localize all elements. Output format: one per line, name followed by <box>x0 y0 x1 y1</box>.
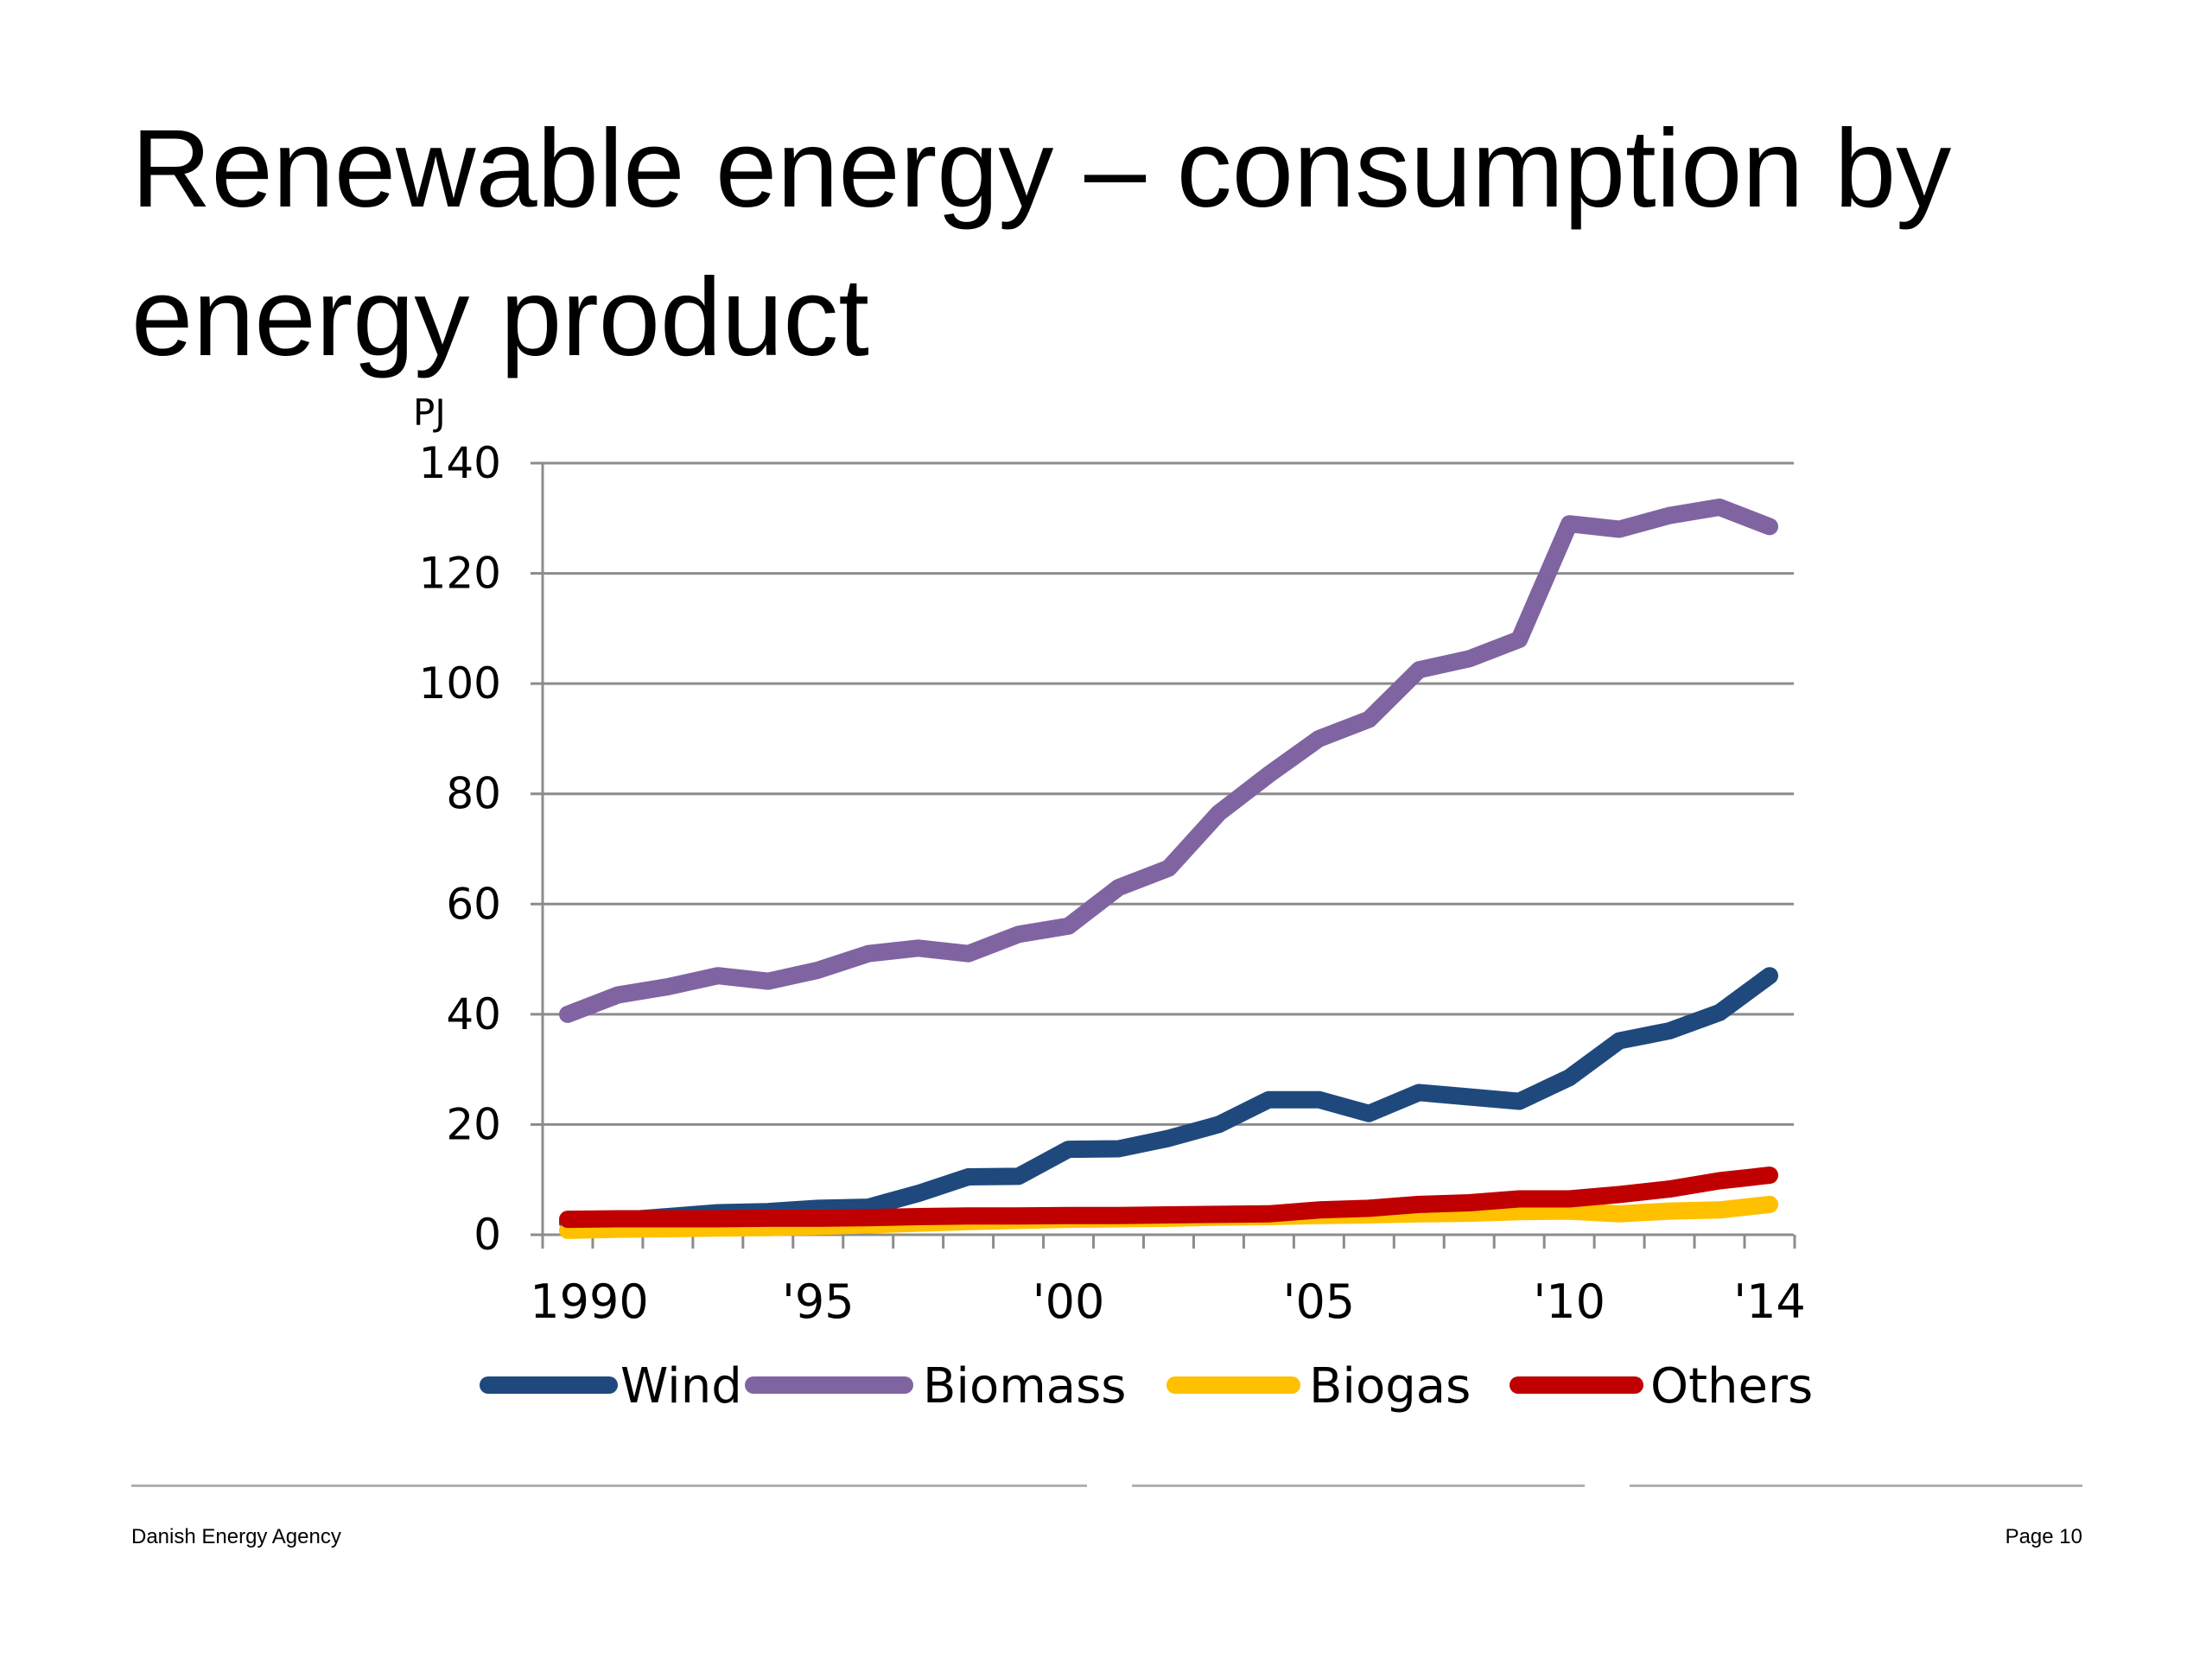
y-tick-label: 80 <box>446 769 501 819</box>
y-tick-label: 100 <box>419 658 501 709</box>
y-axis-label: PJ <box>413 391 446 434</box>
footer-organization: Danish Energy Agency <box>131 1525 341 1548</box>
series-line-biomass <box>559 499 1778 1023</box>
y-tick-label: 120 <box>419 549 501 599</box>
legend-label-biogas: Biogas <box>1309 1358 1471 1414</box>
y-tick-label: 60 <box>446 879 501 929</box>
footer-divider-middle <box>1132 1484 1585 1487</box>
y-tick-label: 20 <box>446 1099 501 1149</box>
slide-title: Renewable energy – consumption by energy… <box>131 107 1952 379</box>
grid-lines <box>543 461 1794 1126</box>
x-tick-label: '10 <box>1533 1274 1605 1329</box>
x-tick-label: '14 <box>1733 1274 1806 1329</box>
y-tick-label: 40 <box>446 989 501 1039</box>
legend: Wind Biomass Biogas Others <box>480 1358 1813 1414</box>
footer-page-number: Page 10 <box>2005 1525 2082 1548</box>
x-tick-label: '05 <box>1283 1274 1356 1329</box>
legend-label-biomass: Biomass <box>923 1358 1126 1414</box>
x-tick-label: '00 <box>1033 1274 1105 1329</box>
series-line-others <box>559 1166 1778 1229</box>
y-tick-label: 140 <box>419 438 501 488</box>
footer-divider-left <box>131 1484 1087 1487</box>
x-tick-label: 1990 <box>530 1274 648 1329</box>
y-tick-label: 0 <box>474 1210 501 1260</box>
x-tick-label: '95 <box>782 1274 855 1329</box>
legend-label-wind: Wind <box>620 1358 742 1414</box>
legend-label-others: Others <box>1650 1358 1813 1414</box>
series-line-wind <box>559 967 1778 1231</box>
series-lines <box>559 499 1778 1239</box>
footer-divider-right <box>1630 1484 2082 1487</box>
